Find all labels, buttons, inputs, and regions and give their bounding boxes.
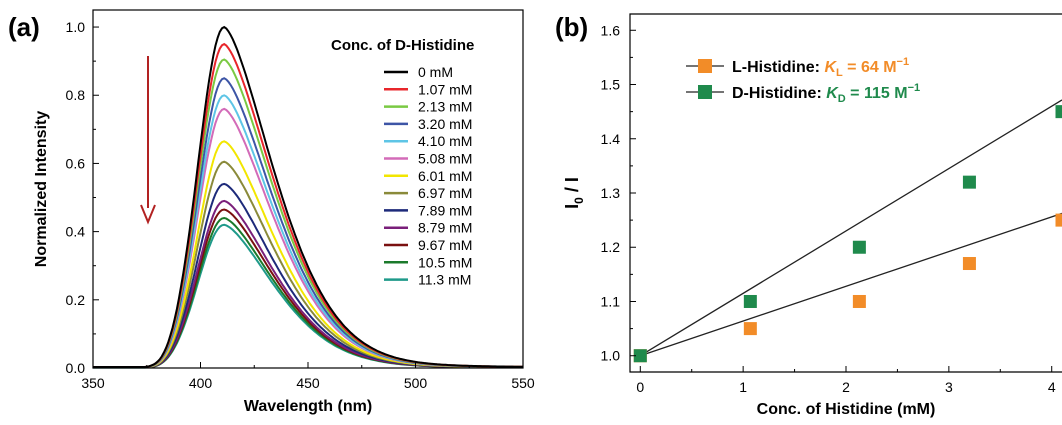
x-tick-label: 1 — [739, 379, 747, 395]
x-tick-label: 4 — [1048, 379, 1056, 395]
legend-entry: 5.08 mM — [418, 151, 472, 167]
y-tick-label: 0.8 — [66, 87, 86, 103]
spectra-curves — [93, 25, 524, 369]
legend-title: Conc. of D-Histidine — [331, 37, 474, 54]
panel-b: (b) 0 1 2 3 4 1.0 1.1 1.2 1.3 1.4 1.5 1.6 Conc. of… — [555, 12, 1062, 418]
y-tick-label: 1.0 — [66, 19, 86, 35]
legend-entry: 8.79 mM — [418, 220, 472, 236]
legend-marker — [698, 85, 712, 99]
x-tick-label: 0 — [636, 379, 644, 395]
legend-entry: 10.5 mM — [418, 254, 472, 270]
panel-a: (a) 350 400 450 500 550 0.0 0.2 0.4 0.6 0.8 1.0 W… — [8, 9, 535, 415]
data-point-marker — [962, 175, 976, 189]
x-tick-label: 350 — [81, 375, 105, 391]
legend-entry: 9.67 mM — [418, 237, 472, 253]
decrease-arrow-icon — [140, 56, 156, 225]
y-tick-label: 1.3 — [601, 185, 621, 201]
legend-entry: 1.07 mM — [418, 81, 472, 97]
y-tick-label: 0.2 — [66, 292, 86, 308]
legend-entry: 11.3 mM — [418, 272, 471, 288]
y-tick-label: 0.4 — [66, 224, 86, 240]
y-tick-label: 1.4 — [601, 131, 621, 147]
y-tick-label: 0.0 — [66, 360, 86, 376]
data-point-marker — [962, 257, 976, 271]
legend-entry: 7.89 mM — [418, 202, 472, 218]
x-tick-label: 500 — [404, 375, 428, 391]
panel-b-x-axis-label: Conc. of Histidine (mM) — [757, 401, 936, 418]
data-point-marker — [852, 294, 866, 308]
panel-a-x-ticks: 350 400 450 500 550 — [81, 362, 535, 391]
fit-line — [639, 99, 1062, 357]
panel-b-y-axis-label: I0 / I — [562, 177, 586, 209]
x-tick-label: 550 — [511, 375, 535, 391]
x-tick-label: 400 — [189, 375, 213, 391]
x-tick-label: 2 — [842, 379, 850, 395]
arrow-head — [140, 204, 156, 225]
ylabel-sub: 0 — [572, 197, 586, 204]
legend-entry: 6.97 mM — [418, 185, 472, 201]
panel-b-x-ticks: 0 1 2 3 4 — [636, 366, 1056, 395]
data-point-marker — [1055, 213, 1062, 227]
ylabel-main: I — [562, 204, 582, 209]
spectrum-line — [93, 25, 524, 368]
legend-entry: 3.20 mM — [418, 116, 472, 132]
panel-a-y-ticks: 0.0 0.2 0.4 0.6 0.8 1.0 — [66, 19, 99, 376]
legend-entry: 0 mM — [418, 64, 453, 80]
panel-a-label: (a) — [8, 12, 40, 42]
panel-b-y-ticks: 1.0 1.1 1.2 1.3 1.4 1.5 1.6 — [601, 22, 636, 364]
data-point-marker — [743, 294, 757, 308]
panel-a-legend: 0 mM1.07 mM2.13 mM3.20 mM4.10 mM5.08 mM6… — [384, 64, 472, 288]
x-tick-label: 450 — [296, 375, 320, 391]
y-tick-label: 1.0 — [601, 348, 621, 364]
ylabel-rest: / I — [562, 177, 582, 197]
data-point-marker — [633, 349, 647, 363]
panel-b-label: (b) — [555, 12, 588, 42]
data-point-marker — [852, 240, 866, 254]
legend-marker — [698, 59, 712, 73]
panel-a-x-axis-label: Wavelength (nm) — [244, 398, 372, 415]
y-tick-label: 1.2 — [601, 239, 621, 255]
y-tick-label: 1.6 — [601, 22, 621, 38]
fit-lines — [639, 99, 1062, 357]
legend-entry: 6.01 mM — [418, 168, 472, 184]
data-points — [633, 105, 1062, 363]
legend-entry: L-Histidine: KL = 64 M−1 — [732, 56, 909, 79]
y-tick-label: 1.1 — [601, 293, 621, 309]
legend-entry: D-Histidine: KD = 115 M−1 — [732, 82, 920, 105]
x-tick-label: 3 — [945, 379, 953, 395]
panel-b-legend: L-Histidine: KL = 64 M−1 D-Histidine: KD … — [686, 56, 920, 105]
legend-entry: 2.13 mM — [418, 99, 472, 115]
panel-a-y-axis-label: Normalized Intensity — [33, 111, 50, 268]
fit-line — [640, 212, 1062, 357]
legend-entry: 4.10 mM — [418, 133, 472, 149]
data-point-marker — [1055, 105, 1062, 119]
y-tick-label: 1.5 — [601, 77, 621, 93]
data-point-marker — [743, 322, 757, 336]
y-tick-label: 0.6 — [66, 155, 86, 171]
